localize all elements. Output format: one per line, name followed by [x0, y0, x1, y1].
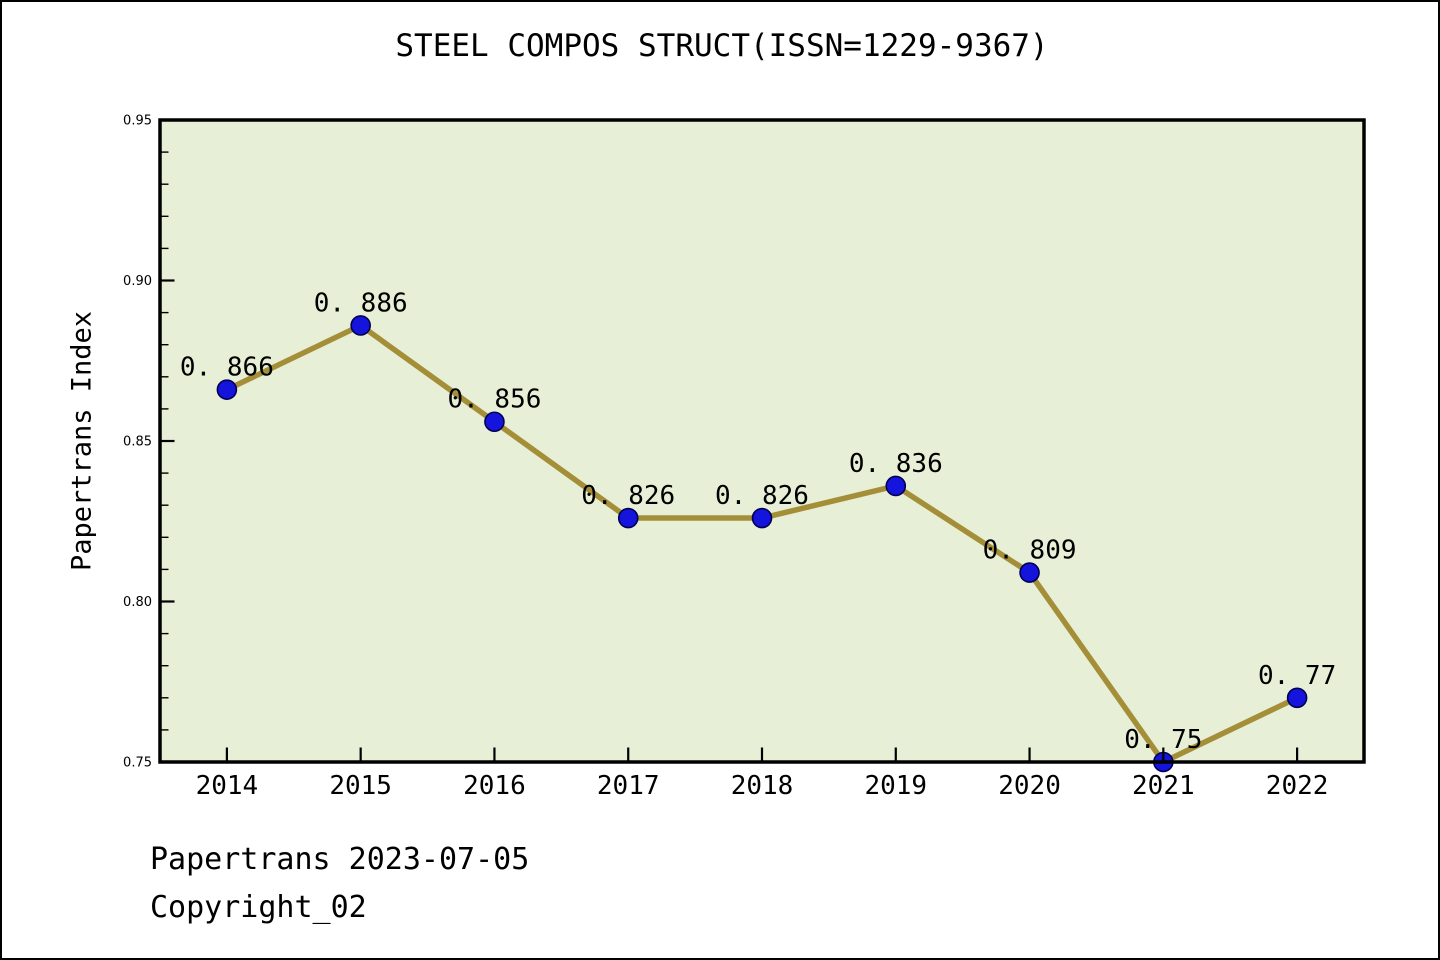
data-point-label: 0. 826 [715, 481, 809, 511]
data-point [484, 411, 505, 433]
plot-frame [158, 118, 1366, 764]
data-point [1286, 687, 1308, 709]
x-tick-label: 2021 [1132, 771, 1195, 801]
data-point [617, 507, 639, 529]
data-point-label: 0. 866 [180, 353, 274, 383]
x-tick-label: 2015 [329, 771, 392, 801]
data-point [216, 379, 238, 400]
y-tick-label: 0.85 [123, 435, 152, 450]
x-tick-label: 2017 [597, 771, 660, 801]
x-tick-label: 2020 [998, 771, 1061, 801]
y-tick-label: 0.90 [123, 274, 152, 289]
y-tick-label: 0.80 [123, 595, 152, 610]
data-point [1019, 562, 1040, 583]
data-point-label: 0. 826 [581, 481, 675, 511]
y-tick-label: 0.95 [123, 114, 152, 129]
x-tick-label: 2016 [463, 771, 526, 801]
data-point-label: 0. 886 [314, 288, 408, 318]
y-tick-label: 0.75 [123, 756, 152, 771]
data-point [350, 315, 371, 336]
x-tick-label: 2014 [196, 771, 259, 801]
data-point-label: 0. 836 [849, 449, 943, 479]
x-tick-label: 2018 [731, 771, 794, 801]
x-tick-label: 2022 [1266, 771, 1329, 801]
chart-title: STEEL COMPOS STRUCT(ISSN=1229-9367) [395, 28, 1049, 64]
data-point [885, 475, 907, 497]
data-point-label: 0. 809 [983, 536, 1077, 566]
plot-area-background [160, 120, 1364, 762]
x-tick-label: 2019 [864, 771, 927, 801]
footer-date: Papertrans 2023-07-05 [150, 842, 530, 877]
data-point-label: 0. 77 [1258, 661, 1336, 691]
footer-copyright: Copyright_02 [150, 890, 367, 925]
data-point [751, 507, 773, 529]
data-point-label: 0. 856 [447, 385, 541, 415]
